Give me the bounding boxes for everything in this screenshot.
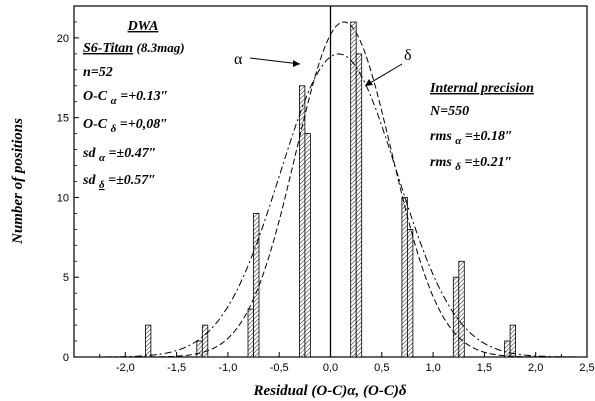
y-axis-ticks: 0 5 10 15 20 <box>57 21 79 364</box>
annotation-oc-delta: O-C δ =+0,08″ <box>83 117 168 136</box>
bar-alpha <box>247 308 254 358</box>
bar-delta <box>458 260 465 358</box>
annotation-oc-alpha-val: =+0.13″ <box>120 89 168 104</box>
bar-delta <box>406 228 414 358</box>
annotation-rms-alpha-val: =±0.18″ <box>465 129 513 144</box>
bars-group <box>144 21 517 358</box>
curve-arrow-delta-head <box>365 79 373 86</box>
y-tick-label: 0 <box>63 352 69 364</box>
annotation-rms-alpha-base: rms <box>430 129 452 144</box>
annotation-sd-alpha-val: =±0.47″ <box>109 146 157 161</box>
annotation-rms-delta-val: =±0.21″ <box>464 155 512 170</box>
bar-alpha <box>350 21 357 358</box>
annotation-dwa-title: DWA <box>127 19 159 34</box>
bar-delta <box>509 324 517 358</box>
annotation-sd-delta-sub: δ <box>99 179 105 191</box>
annotation-rms-delta-sub: δ <box>455 161 461 173</box>
x-tick-label: 0,0 <box>323 362 338 374</box>
curve-alpha <box>104 21 577 358</box>
y-tick-label: 10 <box>57 192 69 204</box>
curve-label-delta: δ <box>404 47 412 64</box>
annotation-object-name: S6-Titan <box>83 41 133 56</box>
annotation-oc-alpha-sub: α <box>111 95 118 107</box>
bar-alpha <box>144 324 152 358</box>
annotation-rms-delta: rms δ =±0.21″ <box>430 155 512 174</box>
annotation-oc-delta-base: O-C <box>83 117 108 132</box>
bar-delta <box>253 212 260 358</box>
annotation-oc-delta-sub: δ <box>111 123 117 135</box>
x-tick-label: 2,0 <box>528 362 543 374</box>
annotation-internal-precision-title: Internal precision <box>429 81 534 96</box>
x-axis-label: Residual (O-C)α, (O-C)δ <box>252 383 406 399</box>
annotation-rms-delta-base: rms <box>430 155 452 170</box>
x-tick-label: 0,5 <box>374 362 389 374</box>
annotation-sd-alpha: sd α =±0.47″ <box>82 146 156 165</box>
x-tick-label: -0,5 <box>270 362 289 374</box>
bar-alpha <box>401 197 408 358</box>
y-tick-label: 5 <box>63 272 69 284</box>
annotation-sd-delta-val: =±0.57″ <box>108 173 156 188</box>
x-tick-label: 1,5 <box>477 362 492 374</box>
x-tick-label: -1,0 <box>218 362 237 374</box>
curve-arrow-alpha-head <box>293 60 300 67</box>
y-axis-label: Number of positions <box>10 118 26 245</box>
x-tick-label: -1,5 <box>167 362 186 374</box>
annotation-object-mag: (8.3mag) <box>137 40 185 55</box>
x-tick-label: -2,0 <box>116 362 135 374</box>
curves-group <box>104 21 577 358</box>
annotation-oc-alpha: O-C α =+0.13″ <box>83 89 168 108</box>
annotation-object: S6-Titan (8.3mag) <box>83 40 185 56</box>
y-tick-label: 20 <box>57 33 69 45</box>
annotation-N: N=550 <box>429 104 469 119</box>
curve-arrow-alpha <box>249 57 301 65</box>
curve-label-alpha: α <box>234 51 243 68</box>
annotation-sd-alpha-sub: α <box>99 152 106 164</box>
bar-delta <box>355 53 363 358</box>
annotation-sd-delta-base: sd <box>82 173 96 188</box>
annotation-oc-alpha-base: O-C <box>83 89 108 104</box>
annotation-rms-alpha-sub: α <box>455 135 462 147</box>
x-axis-ticks: -2,0 -1,5 -1,0 -0,5 0,0 0,5 1,0 1,5 2,0 2,5 <box>99 352 595 374</box>
annotation-sd-alpha-base: sd <box>82 146 96 161</box>
annotation-n: n=52 <box>83 65 113 80</box>
annotation-rms-alpha: rms α =±0.18″ <box>430 129 513 148</box>
x-tick-label: 1,0 <box>425 362 440 374</box>
x-tick-label: 2,5 <box>579 362 594 374</box>
y-tick-label: 15 <box>57 113 69 125</box>
bar-alpha <box>504 340 511 358</box>
bar-delta <box>201 324 209 358</box>
curve-delta <box>104 53 577 358</box>
bar-delta <box>304 133 311 358</box>
annotation-oc-delta-val: =+0,08″ <box>120 117 168 132</box>
annotation-sd-delta: sd δ =±0.57″ <box>82 173 156 192</box>
bar-alpha <box>452 276 460 358</box>
bar-alpha <box>196 340 203 358</box>
